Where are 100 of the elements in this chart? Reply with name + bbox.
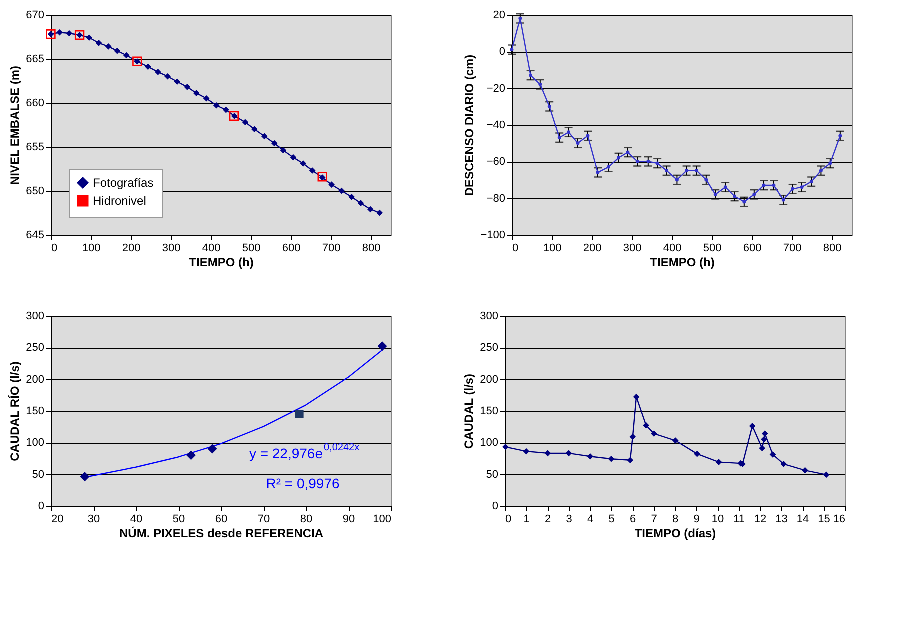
point (714, 192, 718, 196)
point (174, 78, 181, 86)
point (802, 467, 808, 474)
y-tick-label: −100 (480, 230, 506, 242)
y-tick-label: −20 (486, 82, 506, 95)
x-tick-label: 300 (162, 242, 181, 254)
point (633, 394, 640, 400)
y-tick-label: −40 (486, 120, 506, 132)
point (780, 461, 787, 468)
y-tick-label: 20 (493, 10, 506, 22)
point (800, 186, 804, 190)
point (695, 169, 699, 173)
point (749, 423, 756, 430)
y-tick-label: 150 (480, 406, 498, 418)
point (376, 210, 383, 216)
y-tick-label: 50 (32, 468, 44, 481)
x-tick-label: 200 (583, 242, 602, 254)
y-tick-label: 645 (26, 230, 44, 242)
x-tick-label: 0 (52, 242, 58, 254)
x-tick-label: 10 (712, 514, 724, 526)
x-tick-label: 500 (703, 242, 722, 254)
point (716, 459, 722, 466)
x-tick-label: 20 (52, 514, 64, 526)
y-tick-label: 0 (499, 46, 506, 58)
x-tick-label: 7 (651, 514, 658, 526)
x-tick-label: 400 (663, 242, 682, 254)
y-tick-label: 100 (26, 437, 44, 450)
y-axis-title: NIVEL EMBALSE (m) (8, 66, 22, 186)
point (567, 130, 571, 134)
point (596, 170, 600, 174)
point (300, 160, 307, 167)
point (770, 452, 776, 458)
point (828, 162, 832, 166)
point (529, 74, 533, 78)
x-axis-title: TIEMPO (h) (189, 256, 254, 270)
point (213, 102, 220, 109)
y-tick-label: 0 (38, 500, 44, 512)
x-tick-label: 80 (300, 514, 313, 526)
x-tick-label: 800 (823, 242, 842, 254)
y-tick-label: −60 (486, 156, 506, 168)
point (510, 48, 514, 52)
point (823, 472, 830, 478)
annotation: R² = 0,9976 (266, 476, 340, 492)
y-tick-label: 250 (26, 342, 44, 354)
point (518, 16, 522, 20)
point (630, 434, 636, 440)
point (280, 147, 287, 154)
y-tick-label: 300 (480, 310, 498, 322)
y-tick-label: 665 (26, 54, 44, 66)
x-tick-label: 11 (734, 514, 745, 526)
point (242, 119, 249, 126)
point (114, 48, 121, 54)
y-tick-label: 650 (26, 186, 44, 198)
x-tick-label: 15 (818, 514, 830, 526)
y-axis-title: CAUDAL (l/s) (462, 374, 476, 450)
y-tick-label: 50 (486, 468, 498, 481)
x-tick-label: 400 (202, 242, 221, 254)
x-tick-label: 300 (623, 242, 642, 254)
point (328, 182, 335, 188)
y-tick-label: 0 (492, 500, 498, 512)
x-tick-label: 600 (743, 242, 762, 254)
point (733, 194, 737, 198)
point (627, 457, 634, 464)
x-tick-label: 700 (322, 242, 341, 254)
x-tick-label: 16 (833, 514, 846, 526)
point (261, 133, 268, 140)
point (96, 40, 102, 46)
point (742, 200, 746, 204)
y-tick-label: 670 (26, 10, 44, 22)
point (724, 186, 728, 190)
point (819, 169, 823, 173)
y-tick-label: 660 (26, 98, 44, 110)
point (617, 156, 621, 160)
point (791, 187, 795, 191)
point (367, 206, 374, 213)
point (607, 165, 611, 169)
point (164, 73, 171, 80)
point (761, 436, 768, 443)
point (523, 448, 530, 455)
x-tick-label: 3 (566, 514, 572, 526)
point (66, 30, 73, 37)
y-tick-label: 655 (26, 142, 44, 154)
point (193, 90, 200, 96)
point (105, 44, 112, 50)
x-tick-label: 50 (172, 514, 186, 526)
point (184, 84, 191, 90)
x-tick-label: 100 (373, 514, 392, 526)
x-tick-label: 6 (630, 514, 636, 526)
x-tick-label: 700 (783, 242, 802, 254)
point (86, 34, 93, 42)
x-tick-label: 5 (608, 514, 615, 526)
x-tick-label: 60 (215, 514, 228, 526)
x-axis-title: NÚM. PIXELES desde REFERENCIA (119, 526, 324, 540)
point (665, 169, 669, 173)
x-tick-label: 90 (342, 514, 356, 526)
point (762, 184, 766, 188)
point (685, 169, 689, 173)
x-tick-label: 70 (258, 514, 270, 526)
x-axis-title: TIEMPO (h) (650, 256, 715, 270)
point (56, 29, 63, 36)
